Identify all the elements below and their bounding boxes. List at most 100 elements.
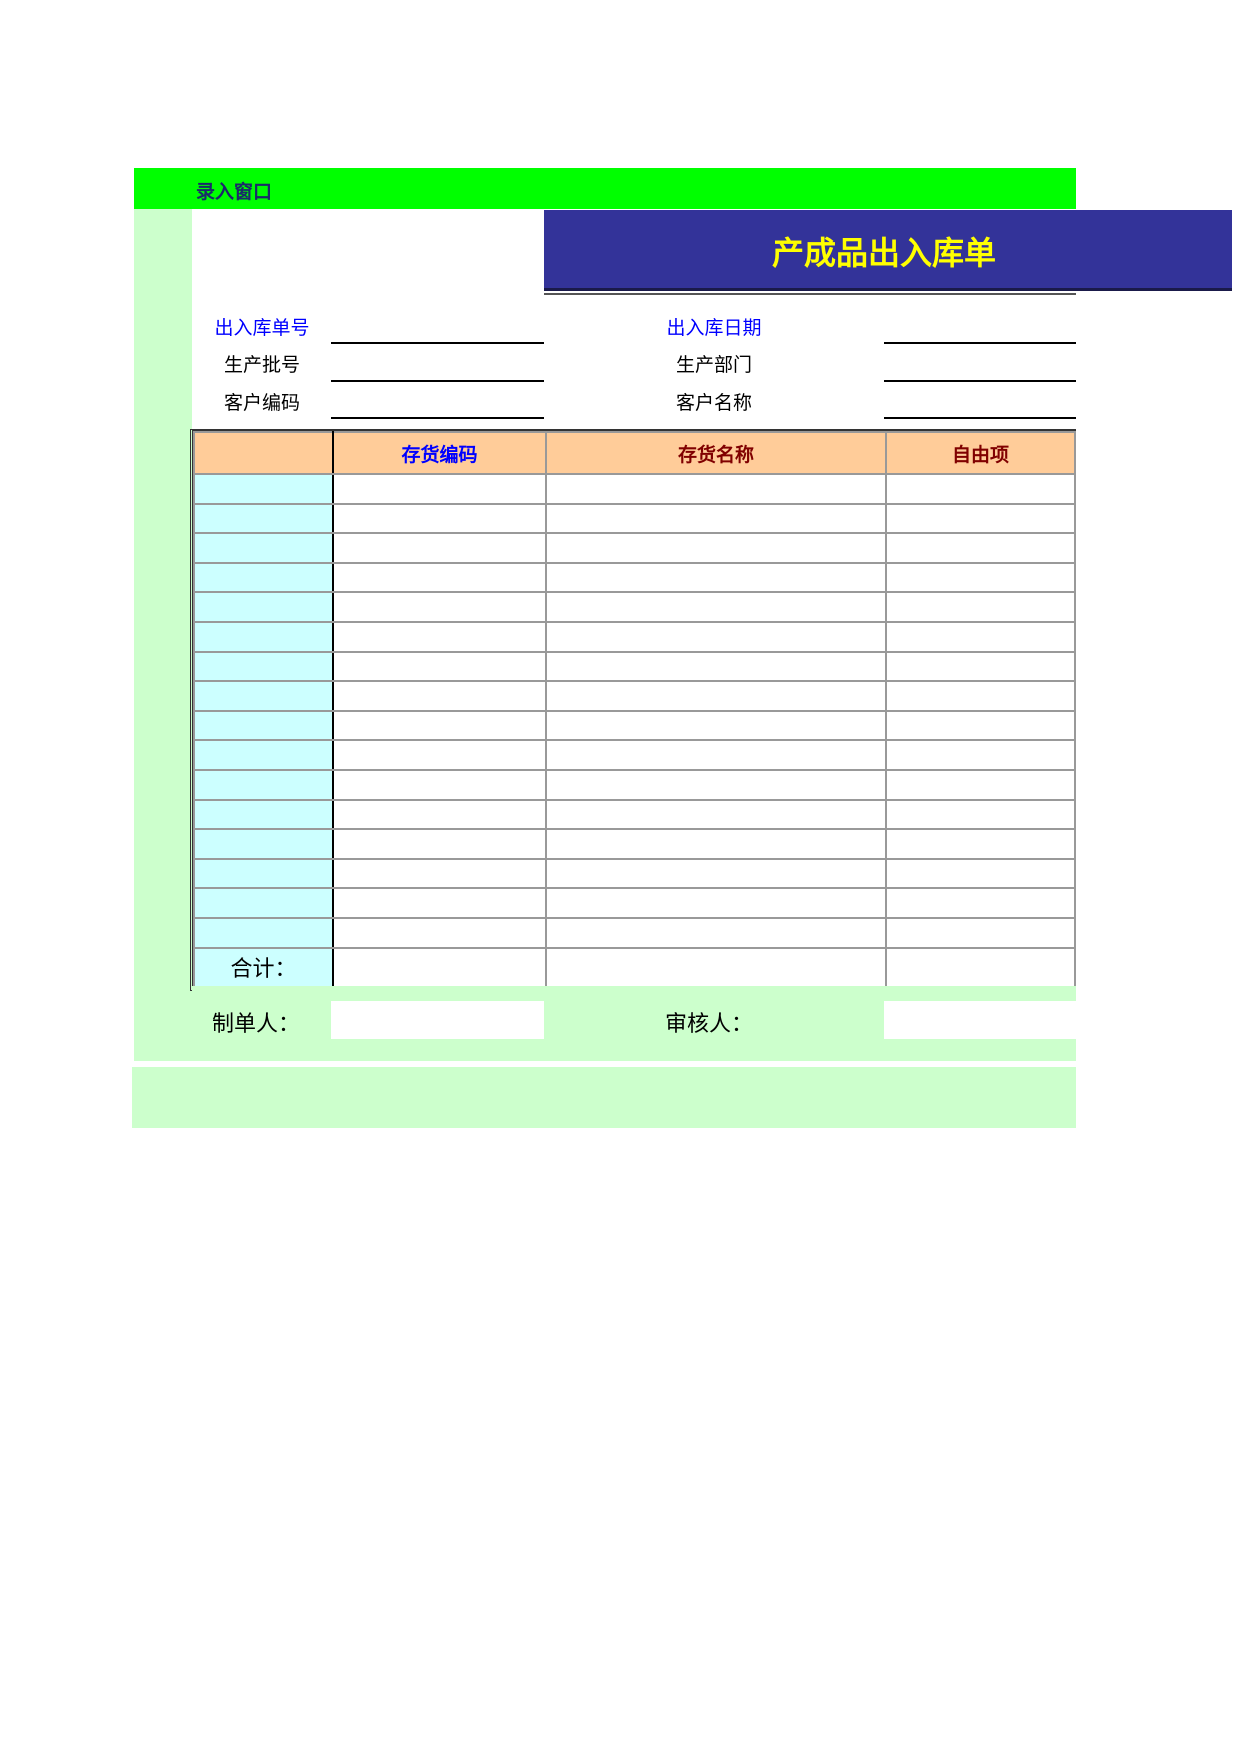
title-banner: 产成品出入库单 — [544, 210, 1232, 291]
table-cell[interactable] — [332, 709, 547, 742]
field-label: 生产批号 — [223, 354, 300, 376]
table-row — [193, 768, 1076, 801]
table-cell[interactable] — [332, 857, 547, 890]
table-cell[interactable] — [332, 739, 547, 771]
table-cell[interactable] — [545, 709, 887, 742]
row-label-cell[interactable] — [193, 591, 334, 623]
table-row — [193, 680, 1076, 712]
field-label: 出入库单号 — [214, 317, 310, 339]
table-cell[interactable] — [332, 887, 547, 919]
table-cell[interactable] — [885, 561, 1076, 594]
field-label: 客户编码 — [223, 392, 300, 414]
customer-code-input[interactable] — [331, 417, 544, 419]
table-cell[interactable] — [332, 768, 547, 801]
bottom-panel — [132, 1067, 1076, 1128]
column-header-code: 存货编码 — [332, 431, 547, 475]
row-label-cell[interactable] — [193, 916, 334, 949]
reviewer-input[interactable] — [884, 1001, 1076, 1039]
row-label-cell[interactable] — [193, 650, 334, 683]
date-input[interactable] — [884, 342, 1076, 344]
total-label[interactable]: 合计： — [193, 946, 334, 989]
table-cell[interactable] — [885, 916, 1076, 949]
table-cell[interactable] — [885, 650, 1076, 683]
table-cell[interactable] — [545, 680, 887, 712]
table-cell[interactable] — [885, 768, 1076, 801]
table-cell[interactable] — [332, 473, 547, 505]
column-header — [193, 431, 334, 475]
table-cell[interactable] — [885, 620, 1076, 653]
table-cell[interactable] — [545, 473, 887, 505]
table-cell[interactable] — [545, 946, 887, 989]
table-cell[interactable] — [885, 739, 1076, 771]
row-label-cell[interactable] — [193, 561, 334, 594]
table-cell[interactable] — [332, 591, 547, 623]
table-cell[interactable] — [545, 798, 887, 831]
customer-name-input[interactable] — [884, 417, 1076, 419]
table-row — [193, 739, 1076, 771]
table-row — [193, 828, 1076, 860]
row-label-cell[interactable] — [193, 502, 334, 535]
table-cell[interactable] — [885, 591, 1076, 623]
page-title: 产成品出入库单 — [772, 234, 997, 272]
table-cell[interactable] — [332, 798, 547, 831]
table-cell[interactable] — [545, 857, 887, 890]
row-label-cell[interactable] — [193, 620, 334, 653]
maker-input[interactable] — [331, 1001, 544, 1039]
table-cell[interactable] — [545, 768, 887, 801]
table-cell[interactable] — [885, 946, 1076, 989]
table-cell[interactable] — [885, 502, 1076, 535]
table-cell[interactable] — [545, 887, 887, 919]
left-panel — [134, 209, 192, 1061]
table-cell[interactable] — [332, 561, 547, 594]
row-label-cell[interactable] — [193, 828, 334, 860]
table-row — [193, 709, 1076, 742]
row-label-cell[interactable] — [193, 739, 334, 771]
table-cell[interactable] — [545, 739, 887, 771]
table-cell[interactable] — [885, 473, 1076, 505]
table-cell[interactable] — [545, 828, 887, 860]
divider — [544, 293, 1076, 295]
table-row — [193, 502, 1076, 535]
total-row: 合计： — [193, 946, 1076, 989]
table-cell[interactable] — [545, 620, 887, 653]
order-number-input[interactable] — [331, 342, 544, 344]
column-header-name: 存货名称 — [545, 431, 887, 475]
table-cell[interactable] — [545, 532, 887, 564]
row-label-cell[interactable] — [193, 680, 334, 712]
table-cell[interactable] — [332, 532, 547, 564]
row-label-cell[interactable] — [193, 798, 334, 831]
table-cell[interactable] — [885, 828, 1076, 860]
row-label-cell[interactable] — [193, 473, 334, 505]
department-input[interactable] — [884, 380, 1076, 382]
items-table: 存货编码 存货名称 自由项 合计： — [190, 429, 1076, 991]
table-cell[interactable] — [885, 857, 1076, 890]
table-cell[interactable] — [885, 887, 1076, 919]
row-label-cell[interactable] — [193, 857, 334, 890]
table-cell[interactable] — [332, 828, 547, 860]
table-cell[interactable] — [545, 502, 887, 535]
table-cell[interactable] — [885, 532, 1076, 564]
signature-row: 制单人： 审核人： — [192, 986, 1076, 1061]
table-cell[interactable] — [545, 650, 887, 683]
row-label-cell[interactable] — [193, 709, 334, 742]
table-cell[interactable] — [885, 709, 1076, 742]
table-cell[interactable] — [885, 798, 1076, 831]
batch-number-input[interactable] — [331, 380, 544, 382]
table-cell[interactable] — [545, 561, 887, 594]
table-row — [193, 887, 1076, 919]
field-label: 出入库日期 — [666, 317, 762, 339]
table-cell[interactable] — [332, 620, 547, 653]
row-label-cell[interactable] — [193, 887, 334, 919]
table-cell[interactable] — [332, 946, 547, 989]
table-cell[interactable] — [332, 502, 547, 535]
row-label-cell[interactable] — [193, 768, 334, 801]
row-label-cell[interactable] — [193, 532, 334, 564]
table-cell[interactable] — [545, 916, 887, 949]
table-cell[interactable] — [545, 591, 887, 623]
table-cell[interactable] — [332, 650, 547, 683]
table-cell[interactable] — [332, 680, 547, 712]
table-row — [193, 650, 1076, 683]
reviewer-label: 审核人： — [665, 1012, 754, 1037]
table-cell[interactable] — [885, 680, 1076, 712]
table-cell[interactable] — [332, 916, 547, 949]
